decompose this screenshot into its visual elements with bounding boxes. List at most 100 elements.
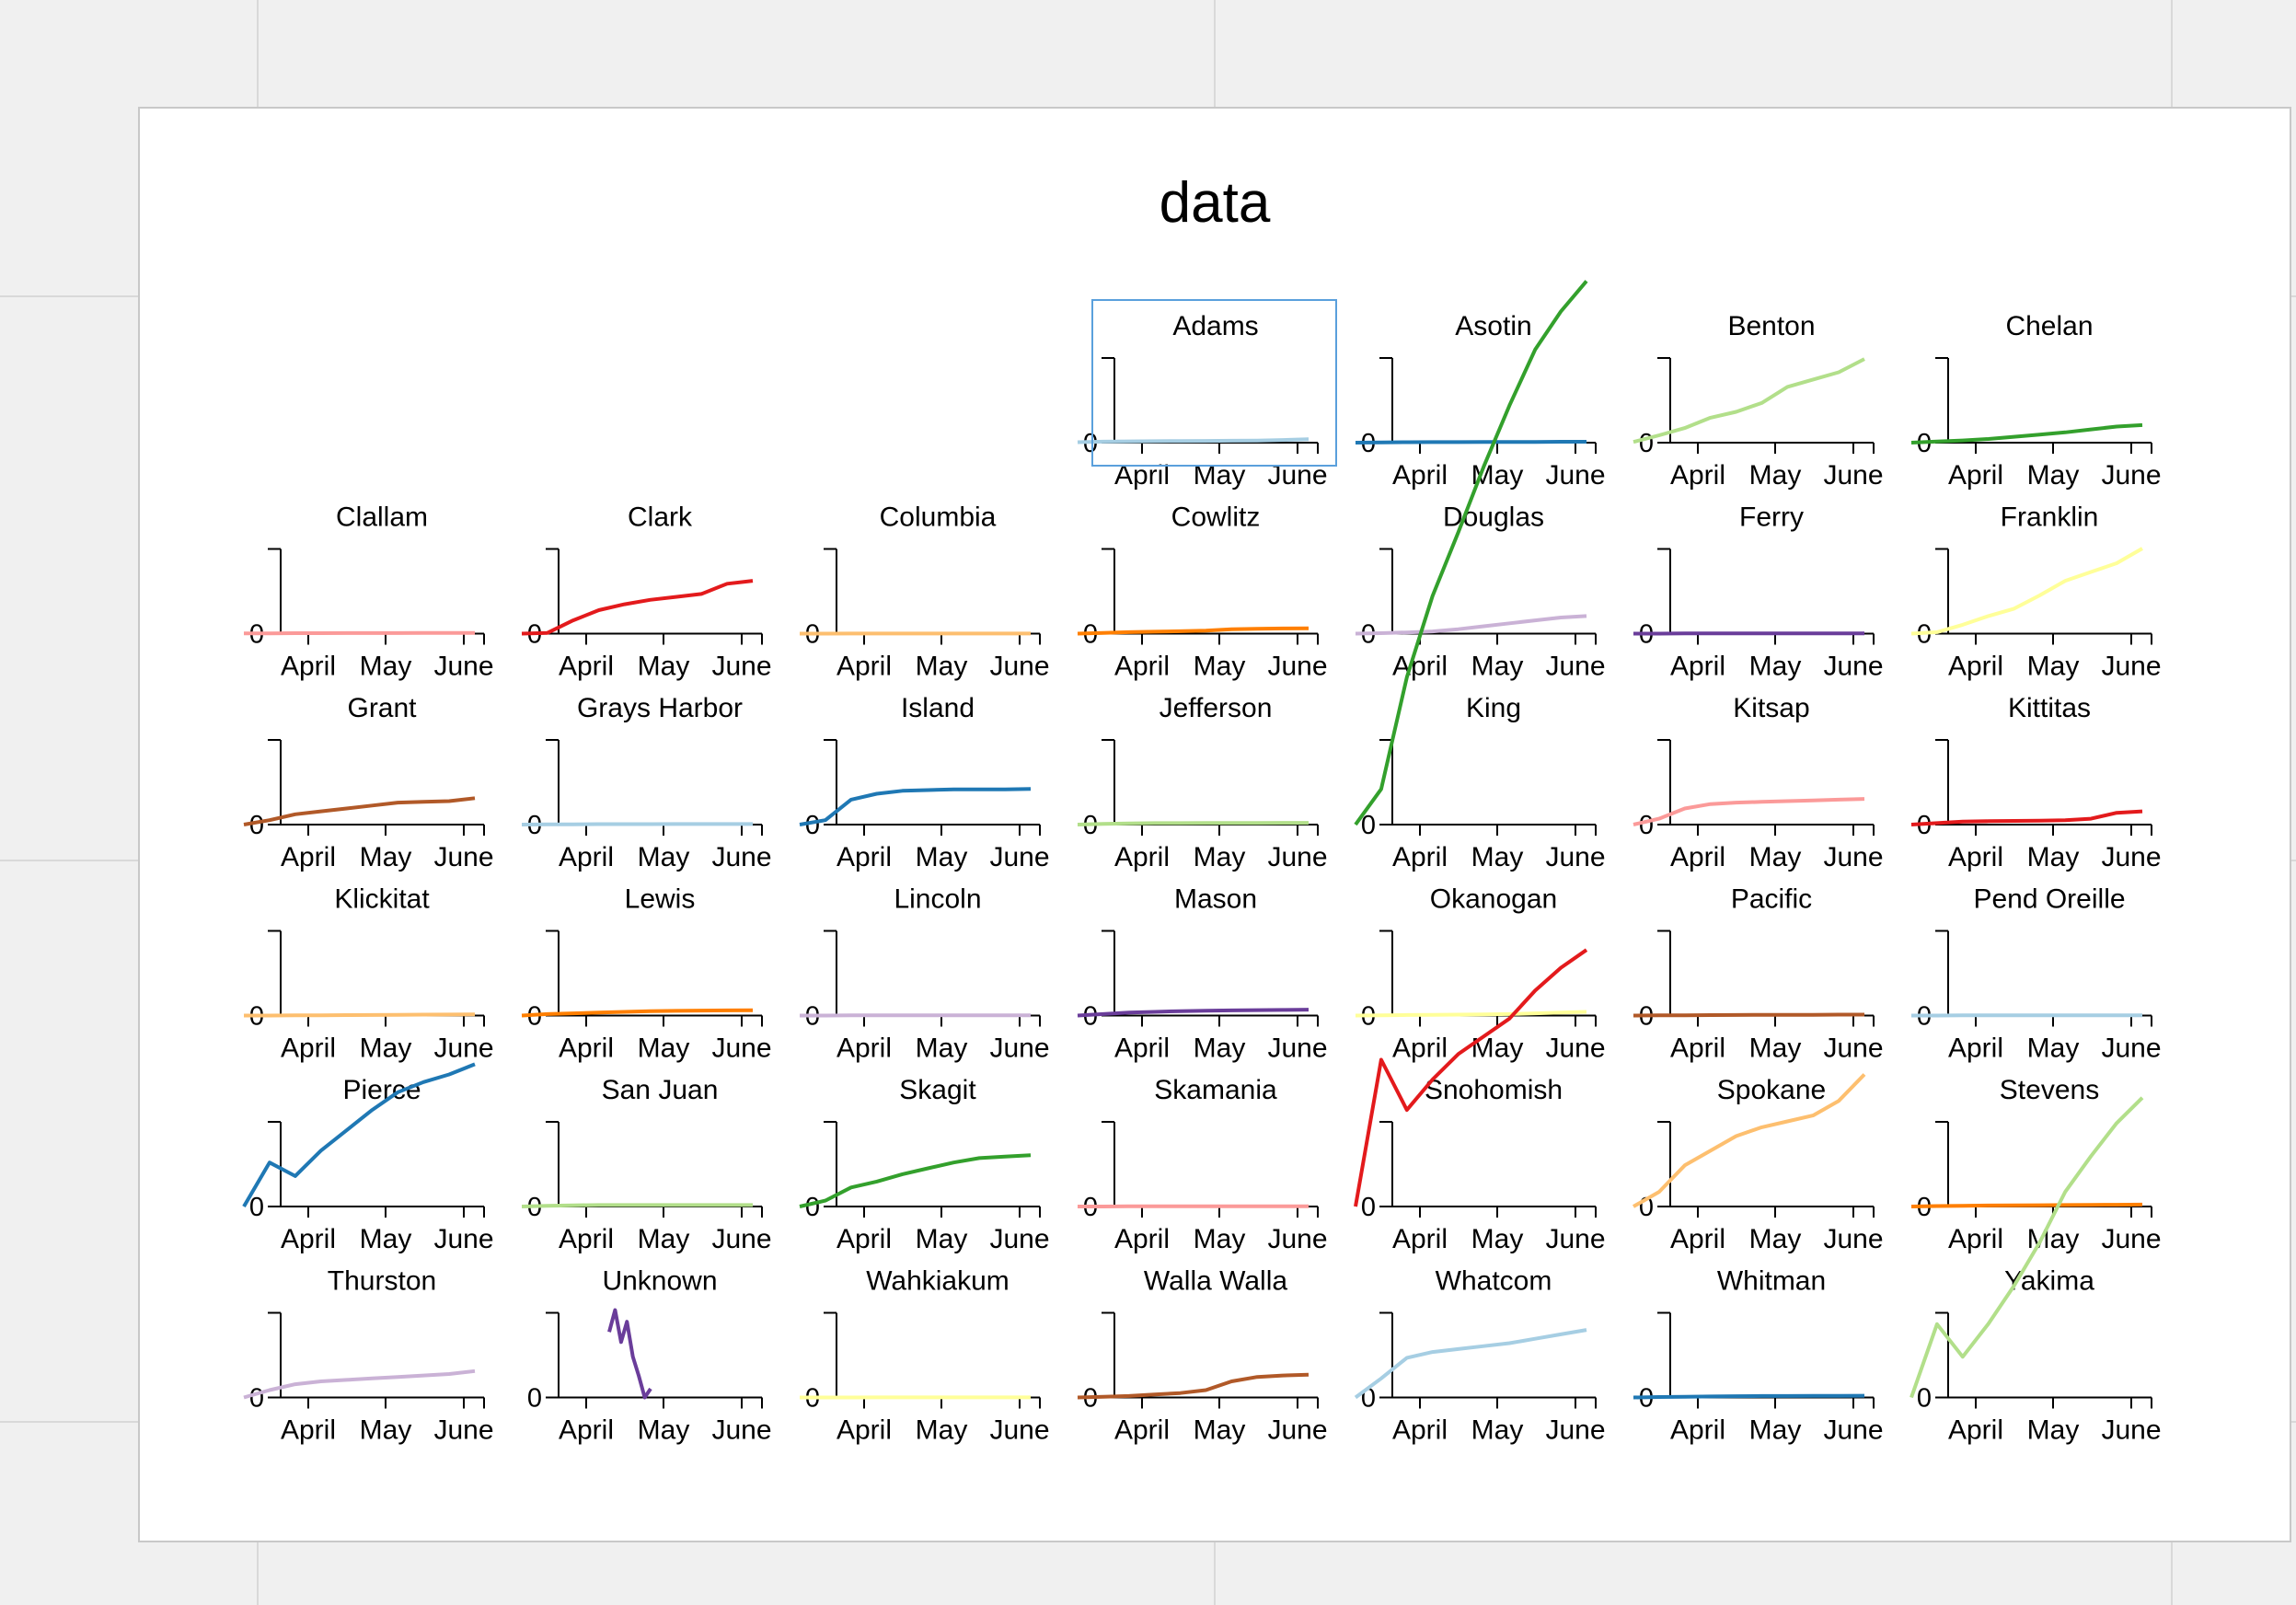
facet-title: Pend Oreille (1973, 884, 2125, 915)
x-tick-label: June (989, 1033, 1049, 1064)
x-tick-label: May (1194, 842, 1246, 872)
x-tick-label: May (916, 1224, 968, 1254)
series-line (799, 787, 1032, 826)
x-tick-label: April (559, 1415, 614, 1446)
facet-title: Lincoln (894, 884, 981, 915)
x-tick-label: April (1114, 1415, 1170, 1446)
x-tick-label: May (1194, 1033, 1246, 1064)
x-tick-label: May (916, 652, 968, 682)
x-tick-label: April (559, 1224, 614, 1254)
x-tick-label: June (2101, 1415, 2161, 1446)
y-tick-label: 0 (249, 1193, 264, 1222)
y-tick-label: 0 (1361, 1193, 1376, 1222)
x-tick-label: April (1114, 842, 1170, 872)
x-tick-label: June (1545, 842, 1605, 872)
series-line (244, 1012, 476, 1018)
selected-facet-highlight[interactable] (1091, 299, 1337, 467)
x-tick-label: May (2027, 842, 2080, 872)
facet-title: Spokane (1717, 1075, 1826, 1105)
x-tick-label: May (1471, 842, 1524, 872)
series-line (1633, 797, 1865, 826)
x-tick-label: May (1194, 1224, 1246, 1254)
chart-title: data (1159, 171, 1271, 235)
facet-title: San Juan (602, 1075, 719, 1105)
x-tick-label: May (1471, 652, 1524, 682)
x-tick-label: May (1749, 460, 1802, 491)
facet-title: Grant (347, 693, 417, 723)
facet-title: Yakima (2004, 1266, 2094, 1297)
x-tick-label: April (836, 842, 892, 872)
facet-title: Adams (1172, 311, 1258, 341)
y-tick-label: 0 (249, 811, 264, 840)
x-tick-label: April (1670, 1415, 1725, 1446)
series-line (1355, 614, 1587, 636)
x-tick-label: May (638, 652, 690, 682)
x-tick-label: June (989, 652, 1049, 682)
x-tick-label: April (1948, 842, 2003, 872)
x-tick-label: June (711, 652, 771, 682)
facet-title: Skagit (899, 1075, 976, 1105)
series-line (607, 1308, 652, 1400)
x-tick-label: April (836, 1033, 892, 1064)
series-line (1910, 422, 2143, 445)
x-tick-label: April (281, 652, 336, 682)
series-line (521, 579, 754, 636)
x-tick-label: May (638, 1415, 690, 1446)
x-tick-label: April (559, 842, 614, 872)
series-line (521, 822, 753, 826)
x-tick-label: June (1823, 460, 1883, 491)
facet-title: Whitman (1717, 1266, 1826, 1297)
x-tick-label: April (1392, 652, 1448, 682)
x-tick-label: June (433, 1033, 493, 1064)
facet-title: Pierce (342, 1075, 421, 1105)
x-tick-label: June (2101, 1033, 2161, 1064)
x-tick-label: June (711, 1415, 771, 1446)
facet-title: Lewis (625, 884, 696, 915)
x-tick-label: June (1823, 1415, 1883, 1446)
y-tick-label: 0 (249, 1384, 264, 1414)
x-tick-label: April (836, 1415, 892, 1446)
facet-title: Whatcom (1436, 1266, 1552, 1297)
series-line (1910, 1202, 2143, 1208)
x-tick-label: April (1670, 460, 1725, 491)
x-tick-label: April (1670, 842, 1725, 872)
facet-title: Cowlitz (1171, 502, 1261, 533)
x-tick-label: May (360, 1224, 412, 1254)
facet-title: Wahkiakum (866, 1266, 1010, 1297)
facet-title: Benton (1727, 311, 1815, 341)
x-tick-label: May (360, 1033, 412, 1064)
facet-title: Kittitas (2008, 693, 2091, 723)
x-tick-label: April (281, 842, 336, 872)
series-line (1077, 1008, 1310, 1018)
x-tick-label: May (2027, 652, 2080, 682)
facet-title: Clark (628, 502, 693, 533)
series-line (1354, 1328, 1587, 1400)
x-tick-label: May (2027, 1033, 2080, 1064)
x-tick-label: May (2027, 460, 2080, 491)
facet-title: Mason (1174, 884, 1257, 915)
x-tick-label: June (1823, 1033, 1883, 1064)
series-line (521, 1008, 754, 1018)
facet-title: Pacific (1731, 884, 1812, 915)
x-tick-label: April (1114, 652, 1170, 682)
facet-title: Island (901, 693, 975, 723)
facet-title: Clallam (336, 502, 428, 533)
x-tick-label: June (433, 1224, 493, 1254)
x-tick-label: May (638, 1224, 690, 1254)
x-tick-label: June (1545, 652, 1605, 682)
x-tick-label: April (281, 1224, 336, 1254)
x-tick-label: June (2101, 460, 2161, 491)
series-line (1633, 1012, 1864, 1018)
series-line (1909, 1096, 2144, 1399)
series-line (521, 1203, 753, 1208)
x-tick-label: May (1749, 842, 1802, 872)
x-tick-label: April (1392, 1224, 1448, 1254)
x-tick-label: June (1545, 1033, 1605, 1064)
x-tick-label: May (1749, 1415, 1802, 1446)
series-line (1077, 437, 1310, 445)
series-line (1910, 547, 2143, 636)
x-tick-label: April (559, 652, 614, 682)
x-tick-label: April (1114, 1033, 1170, 1064)
x-tick-label: June (2101, 652, 2161, 682)
